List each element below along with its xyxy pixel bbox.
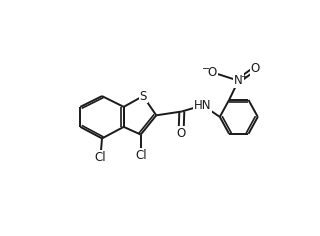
Text: O: O: [207, 66, 217, 79]
Text: Cl: Cl: [95, 151, 106, 164]
Text: HN: HN: [194, 99, 212, 112]
Text: S: S: [140, 90, 147, 103]
Text: O: O: [251, 62, 260, 75]
Text: N: N: [234, 74, 243, 87]
Text: O: O: [176, 127, 186, 140]
Text: +: +: [240, 72, 247, 81]
Text: Cl: Cl: [135, 149, 147, 162]
Text: −: −: [202, 63, 210, 74]
